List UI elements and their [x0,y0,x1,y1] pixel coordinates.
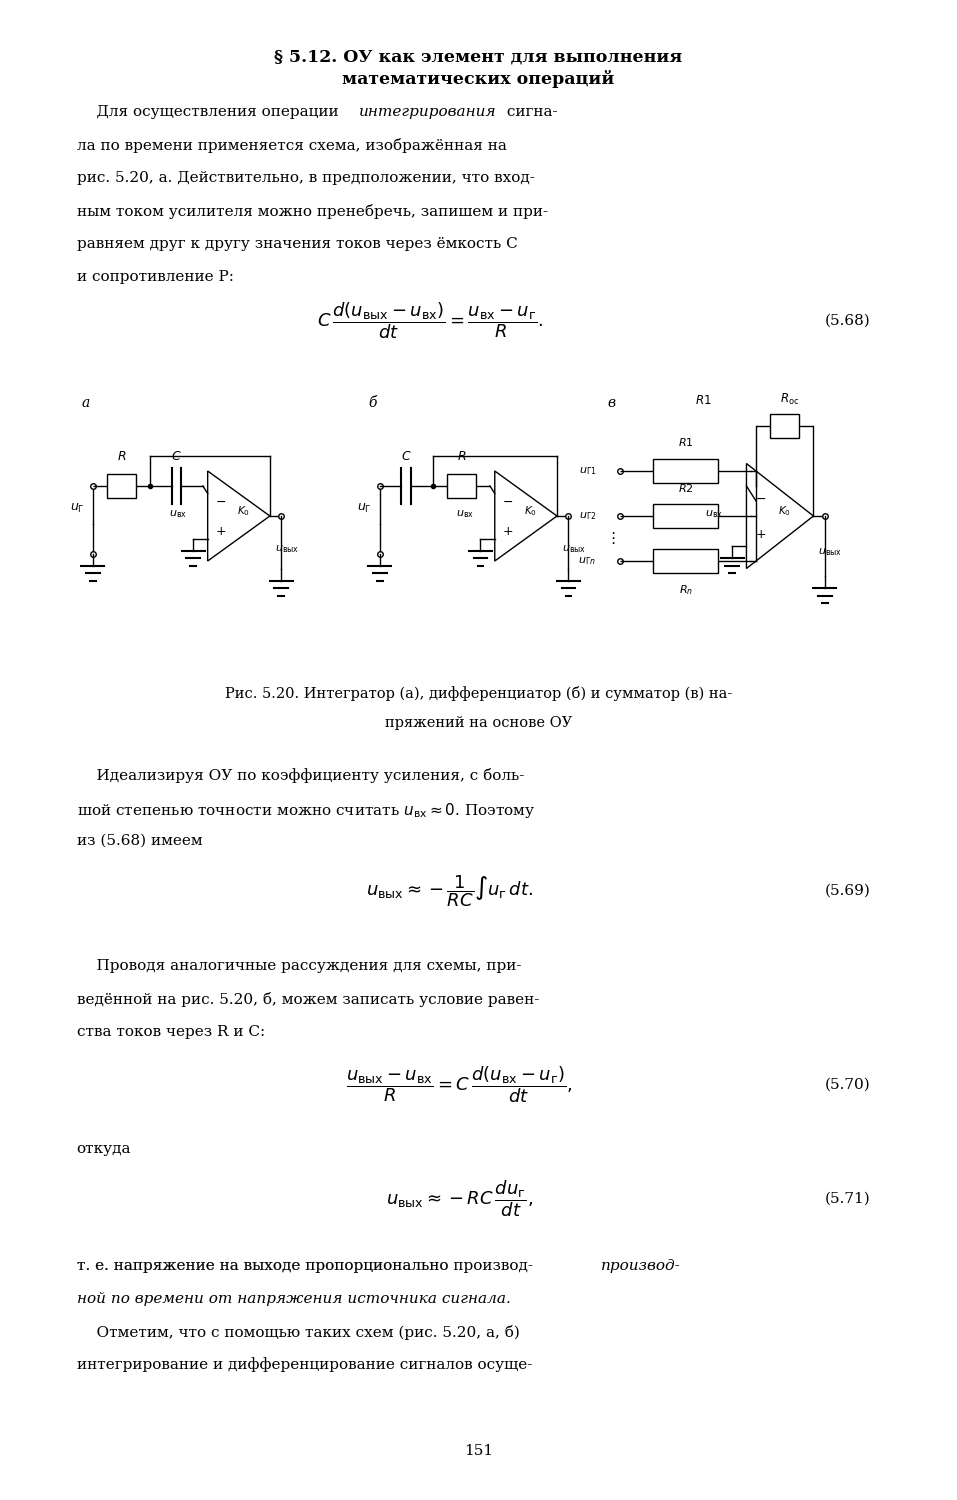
Text: $C\,\dfrac{d(u_{\rm вых}-u_{\rm вх})}{dt}=\dfrac{u_{\rm вх}-u_{\rm г}}{R}.$: $C\,\dfrac{d(u_{\rm вых}-u_{\rm вх})}{dt… [318,300,544,342]
Text: § 5.12. ОУ как элемент для выполнения: § 5.12. ОУ как элемент для выполнения [275,48,682,64]
Text: $R2$: $R2$ [678,482,694,494]
Text: сигна-: сигна- [502,105,558,118]
Text: $u_\Gamma$: $u_\Gamma$ [70,503,84,515]
Text: т. е. напряжение на выходе пропорционально: т. е. напряжение на выходе пропорциональ… [77,1258,453,1272]
Text: $u_{\rm вых}\approx -\dfrac{1}{RC}\int u_{\rm г}\,dt.$: $u_{\rm вых}\approx -\dfrac{1}{RC}\int u… [367,873,533,909]
Text: в: в [608,396,615,410]
Text: $K_0$: $K_0$ [524,504,537,519]
Text: $u_{\rm вх}$: $u_{\rm вх}$ [168,509,187,520]
Text: ства токов через R и C:: ства токов через R и C: [77,1024,265,1038]
Text: $+$: $+$ [215,525,227,537]
Text: $u_{\rm вых}$: $u_{\rm вых}$ [275,543,299,555]
Text: а: а [81,396,90,410]
Text: $-$: $-$ [215,495,227,507]
Text: математических операций: математических операций [343,70,614,88]
Text: рис. 5.20, а. Действительно, в предположении, что вход-: рис. 5.20, а. Действительно, в предполож… [77,171,534,184]
Text: $+$: $+$ [755,528,767,540]
Text: производ-: производ- [601,1258,680,1272]
Text: интегрирования: интегрирования [359,105,497,118]
Text: $\dfrac{u_{\rm вых}-u_{\rm вх}}{R}=C\,\dfrac{d(u_{\rm вх}-u_{\rm г})}{dt},$: $\dfrac{u_{\rm вых}-u_{\rm вх}}{R}=C\,\d… [346,1064,572,1106]
Text: Для осуществления операции: Для осуществления операции [77,105,343,118]
Text: $R$: $R$ [117,450,126,464]
Text: ным током усилителя можно пренебречь, запишем и при-: ным током усилителя можно пренебречь, за… [77,204,547,219]
Text: Рис. 5.20. Интегратор (а), дифференциатор (б) и сумматор (в) на-: Рис. 5.20. Интегратор (а), дифференциато… [225,686,732,700]
Text: $C$: $C$ [401,450,412,464]
Text: $R1$: $R1$ [695,393,712,406]
Text: (5.68): (5.68) [825,314,871,328]
Text: $R1$: $R1$ [678,436,694,448]
Text: $-$: $-$ [755,492,767,504]
Text: ла по времени применяется схема, изображённая на: ла по времени применяется схема, изображ… [77,138,506,153]
Text: $u_{\Gamma n}$: $u_{\Gamma n}$ [578,555,596,567]
Text: б: б [368,396,377,410]
Text: $u_{\rm вых}$: $u_{\rm вых}$ [562,543,586,555]
Text: 151: 151 [464,1444,493,1458]
Text: $u_{\Gamma 2}$: $u_{\Gamma 2}$ [579,510,596,522]
Text: ведённой на рис. 5.20, б, можем записать условие равен-: ведённой на рис. 5.20, б, можем записать… [77,992,539,1006]
Text: и сопротивление Р:: и сопротивление Р: [77,270,234,284]
Text: $u_{\rm вых}\approx -RC\,\dfrac{du_{\rm г}}{dt},$: $u_{\rm вых}\approx -RC\,\dfrac{du_{\rm … [386,1178,533,1219]
Text: $u_{\rm вх}$: $u_{\rm вх}$ [456,509,474,520]
Text: равняем друг к другу значения токов через ёмкость С: равняем друг к другу значения токов чере… [77,237,518,250]
Text: шой степенью точности можно считать $u_{\rm вх}\approx 0$. Поэтому: шой степенью точности можно считать $u_{… [77,801,535,820]
Text: $+$: $+$ [502,525,514,537]
Text: $u_{\rm вх}$: $u_{\rm вх}$ [704,509,723,520]
Text: $C$: $C$ [171,450,182,464]
Text: $-$: $-$ [502,495,514,507]
Text: т. е. напряжение на выходе пропорционально производ-: т. е. напряжение на выходе пропорциональ… [77,1258,532,1272]
Text: Отметим, что с помощью таких схем (рис. 5.20, а, б): Отметим, что с помощью таких схем (рис. … [77,1324,520,1340]
Text: $R_{\rm oc}$: $R_{\rm oc}$ [780,392,799,406]
Text: (5.69): (5.69) [825,884,871,898]
Text: ной по времени от напряжения источника сигнала.: ной по времени от напряжения источника с… [77,1292,510,1305]
Text: $K_0$: $K_0$ [237,504,250,519]
Text: откуда: откуда [77,1142,131,1155]
Text: $u_{\Gamma 1}$: $u_{\Gamma 1}$ [579,465,596,477]
Text: $K_0$: $K_0$ [778,504,791,519]
Text: из (5.68) имеем: из (5.68) имеем [77,834,202,848]
Text: $u_{\rm вых}$: $u_{\rm вых}$ [818,546,842,558]
Text: интегрирование и дифференцирование сигналов осуще-: интегрирование и дифференцирование сигна… [77,1358,532,1372]
Text: Идеализируя ОУ по коэффициенту усиления, с боль-: Идеализируя ОУ по коэффициенту усиления,… [77,768,523,783]
Text: пряжений на основе ОУ: пряжений на основе ОУ [385,716,572,729]
Text: т. е. напряжение на выходе пропорционально: т. е. напряжение на выходе пропорциональ… [77,1258,453,1272]
Text: (5.71): (5.71) [825,1191,871,1206]
Text: $R_n$: $R_n$ [679,584,693,597]
Text: $u_\Gamma$: $u_\Gamma$ [357,503,371,515]
Text: Проводя аналогичные рассуждения для схемы, при-: Проводя аналогичные рассуждения для схем… [77,958,521,972]
Text: ⋮: ⋮ [605,531,620,546]
Text: $R$: $R$ [456,450,466,464]
Text: (5.70): (5.70) [825,1077,871,1092]
